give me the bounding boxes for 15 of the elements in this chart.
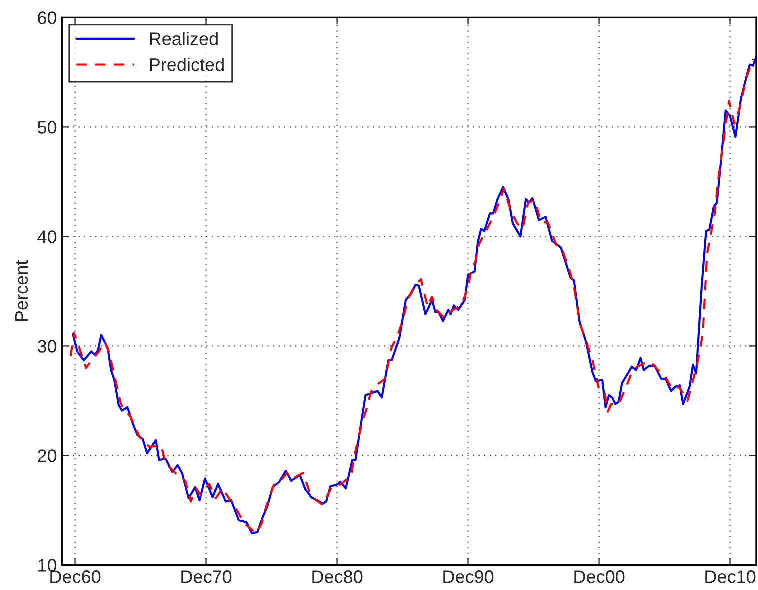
y-tick-label: 10 <box>38 559 57 572</box>
x-tick-label: Dec80 <box>312 570 363 584</box>
y-tick-label: 20 <box>38 450 57 462</box>
y-axis-title: Percent <box>15 260 28 322</box>
x-tick-label: Dec00 <box>574 570 625 584</box>
legend-label: Realized <box>150 32 218 46</box>
x-tick-label: Dec70 <box>182 570 232 584</box>
y-tick-label: 60 <box>38 12 57 24</box>
x-tick-label: Dec90 <box>444 570 494 584</box>
x-tick-label: Dec10 <box>706 570 756 584</box>
y-tick-label: 30 <box>38 340 57 353</box>
x-tick-label: Dec60 <box>50 570 101 584</box>
legend-label: Predicted <box>150 58 224 72</box>
y-tick-label: 50 <box>38 121 57 134</box>
y-tick-label: 40 <box>38 230 57 244</box>
